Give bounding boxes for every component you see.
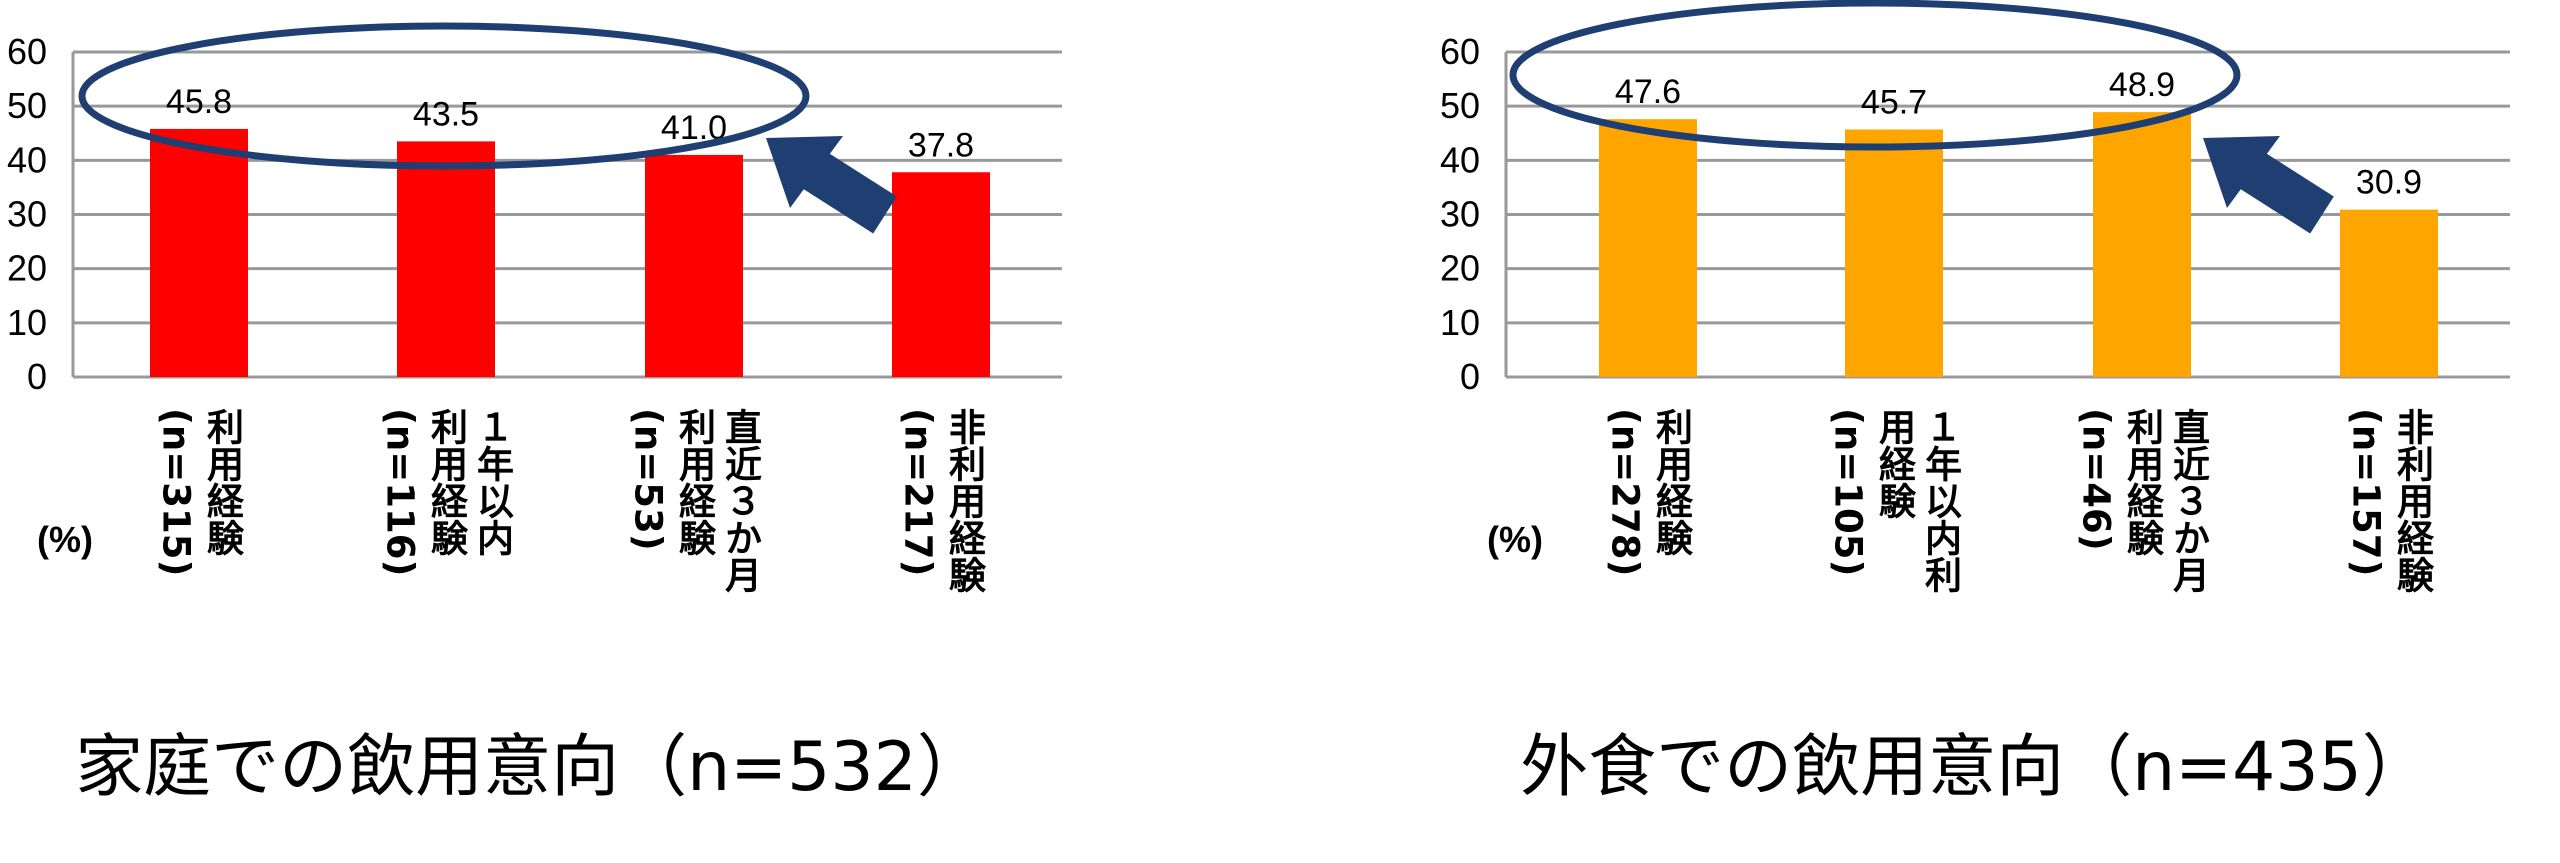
bar: [2340, 209, 2438, 377]
x-tick-label: (n=116): [379, 408, 422, 576]
data-label: 48.9: [2109, 66, 2175, 104]
chart-title: 外食での飲用意向（n=435）: [1520, 728, 2430, 807]
bar: [645, 154, 743, 377]
data-label: 30.9: [2356, 164, 2422, 202]
x-tick-label: 利用経験: [1650, 408, 1694, 556]
data-label: 43.5: [413, 95, 479, 133]
y-tick-label: 30: [1440, 194, 1480, 235]
y-tick-label: 50: [7, 85, 47, 126]
bar: [892, 172, 990, 377]
y-tick-label: 0: [1460, 356, 1480, 397]
x-tick-label: 非利用経験: [943, 408, 987, 593]
x-tick-label: 非利用経験: [2391, 408, 2435, 593]
data-label: 47.6: [1615, 73, 1681, 111]
bar: [1599, 119, 1697, 378]
chart-title: 家庭での飲用意向（n=532）: [75, 728, 985, 807]
x-tick-label: (n=315): [155, 408, 198, 576]
x-tick-label: 利用経験: [425, 408, 469, 556]
y-tick-label: 30: [7, 194, 47, 235]
y-tick-label: 0: [27, 356, 47, 397]
x-tick-label: 利用経験: [201, 408, 245, 556]
x-tick-label: (n=157): [2345, 408, 2388, 576]
y-axis-label: (%): [37, 519, 93, 560]
x-tick-label: １年以内: [471, 408, 515, 556]
highlight-ellipse: [1509, 0, 2241, 151]
y-tick-label: 40: [7, 139, 47, 180]
bar: [397, 141, 495, 377]
bar: [1845, 129, 1943, 377]
y-axis-label: (%): [1487, 519, 1543, 560]
y-tick-label: 10: [7, 302, 47, 343]
bar: [150, 128, 248, 377]
y-tick-label: 20: [1440, 248, 1480, 289]
x-tick-label: 用経験: [1873, 408, 1917, 519]
highlight-ellipse: [78, 22, 810, 170]
arrow: [2203, 136, 2334, 234]
data-label: 45.8: [166, 83, 232, 121]
bar: [2093, 112, 2191, 377]
x-tick-label: (n=217): [897, 408, 940, 576]
x-tick-label: (n=105): [1827, 408, 1870, 576]
x-tick-label: 利用経験: [2121, 408, 2165, 556]
y-tick-label: 40: [1440, 139, 1480, 180]
y-tick-label: 10: [1440, 302, 1480, 343]
data-label: 45.7: [1861, 83, 1927, 121]
y-tick-label: 60: [1440, 31, 1480, 72]
y-tick-label: 50: [1440, 85, 1480, 126]
y-tick-label: 60: [7, 31, 47, 72]
y-tick-label: 20: [7, 248, 47, 289]
x-tick-label: 直近３か月: [2167, 408, 2211, 593]
x-tick-label: １年以内利: [1919, 408, 1963, 593]
x-tick-label: 利用経験: [673, 408, 717, 556]
x-tick-label: (n=278): [1604, 408, 1647, 576]
arrow: [766, 136, 897, 234]
data-label: 37.8: [908, 126, 974, 164]
x-tick-label: 直近３か月: [719, 408, 763, 593]
x-tick-label: (n=46): [2075, 408, 2118, 551]
x-tick-label: (n=53): [627, 408, 670, 551]
